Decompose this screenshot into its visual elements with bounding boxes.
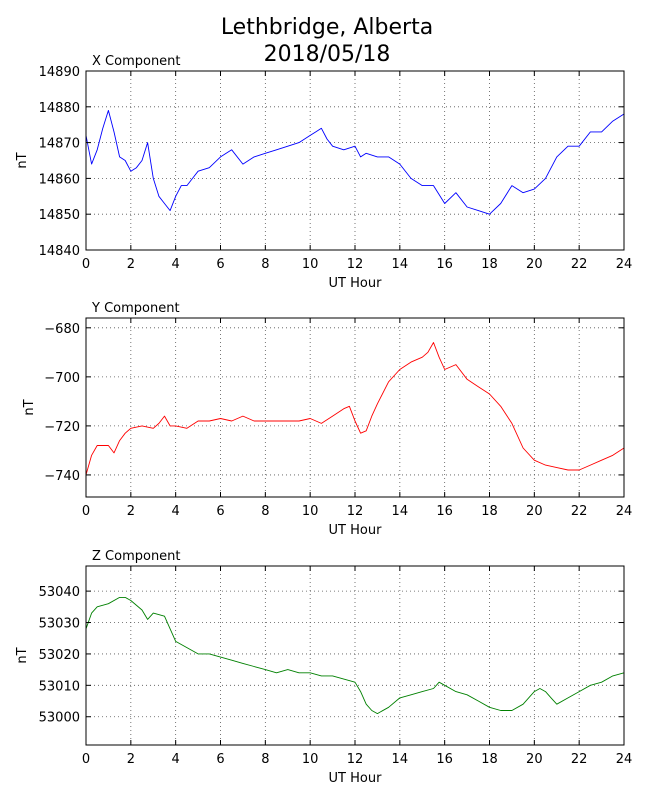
z-ytick-label: 53000 (39, 711, 80, 726)
z-ytick-label: 53020 (39, 648, 80, 663)
z-xtick-label: 22 (571, 752, 588, 767)
z-xtick-label: 0 (82, 752, 90, 767)
x-component-panel: 0 2 4 6 8 10 12 14 16 18 20 22 241484014850148601487… (15, 54, 632, 291)
z-xtick-label: 6 (216, 752, 224, 767)
figure-title-line2: 2018/05/18 (264, 42, 391, 67)
x-component-title: X Component (92, 54, 181, 69)
y-xtick-label: 10 (302, 504, 319, 519)
z-xtick-label: 16 (436, 752, 453, 767)
y-xtick-label: 0 (82, 504, 90, 519)
x-xtick-label: 8 (261, 257, 269, 272)
z-xtick-label: 18 (481, 752, 498, 767)
z-yaxis-label: nT (15, 647, 30, 663)
y-component-series-line (85, 342, 625, 476)
x-ytick-label: 14890 (39, 65, 80, 80)
x-xtick-label: 0 (82, 257, 90, 272)
x-xtick-label: 14 (392, 257, 409, 272)
z-xtick-label: 8 (261, 752, 269, 767)
x-xtick-label: 10 (302, 257, 319, 272)
y-xtick-label: 24 (616, 504, 633, 519)
y-xtick-label: 18 (481, 504, 498, 519)
z-ytick-label: 53040 (39, 585, 80, 600)
y-xtick-label: 16 (436, 504, 453, 519)
y-xtick-label: 20 (526, 504, 543, 519)
z-xtick-label: 24 (616, 752, 633, 767)
y-ytick-label: −700 (44, 371, 80, 386)
y-ytick-label: −720 (44, 420, 80, 435)
x-xtick-label: 16 (436, 257, 453, 272)
x-xtick-label: 22 (571, 257, 588, 272)
x-ytick-label: 14870 (39, 137, 80, 152)
x-ytick-label: 14840 (39, 244, 80, 259)
z-component-panel: 0 2 4 6 8 10 12 14 16 18 20 22 245300053010530205303… (15, 549, 632, 786)
y-component-title: Y Component (91, 301, 180, 316)
x-xtick-label: 20 (526, 257, 543, 272)
x-component-series-line (85, 109, 625, 215)
y-xtick-label: 6 (216, 504, 224, 519)
x-xtick-label: 24 (616, 257, 633, 272)
x-xtick-label: 6 (216, 257, 224, 272)
y-xtick-label: 2 (127, 504, 135, 519)
z-ytick-label: 53010 (39, 679, 80, 694)
x-ytick-label: 14850 (39, 208, 80, 223)
y-ytick-label: −740 (44, 469, 80, 484)
y-xtick-label: 14 (392, 504, 409, 519)
z-xtick-label: 12 (347, 752, 364, 767)
z-xtick-label: 10 (302, 752, 319, 767)
y-yaxis-label: nT (22, 399, 37, 415)
y-xtick-label: 8 (261, 504, 269, 519)
z-xtick-label: 2 (127, 752, 135, 767)
x-xtick-label: 12 (347, 257, 364, 272)
x-xaxis-label: UT Hour (329, 276, 383, 291)
x-xtick-label: 4 (172, 257, 180, 272)
z-xtick-label: 20 (526, 752, 543, 767)
figure-title-line1: Lethbridge, Alberta (221, 15, 433, 40)
x-yaxis-label: nT (15, 152, 30, 168)
z-component-title: Z Component (92, 549, 181, 564)
y-xaxis-label: UT Hour (329, 523, 383, 538)
z-component-series-line (85, 596, 625, 715)
y-ytick-label: −680 (44, 322, 80, 337)
x-ytick-label: 14860 (39, 172, 80, 187)
z-xaxis-label: UT Hour (329, 771, 383, 786)
y-xtick-label: 4 (172, 504, 180, 519)
x-xtick-label: 2 (127, 257, 135, 272)
x-ytick-label: 14880 (39, 101, 80, 116)
y-xtick-label: 22 (571, 504, 588, 519)
z-xtick-label: 4 (172, 752, 180, 767)
y-xtick-label: 12 (347, 504, 364, 519)
z-ytick-label: 53030 (39, 617, 80, 632)
x-xtick-label: 18 (481, 257, 498, 272)
z-xtick-label: 14 (392, 752, 409, 767)
